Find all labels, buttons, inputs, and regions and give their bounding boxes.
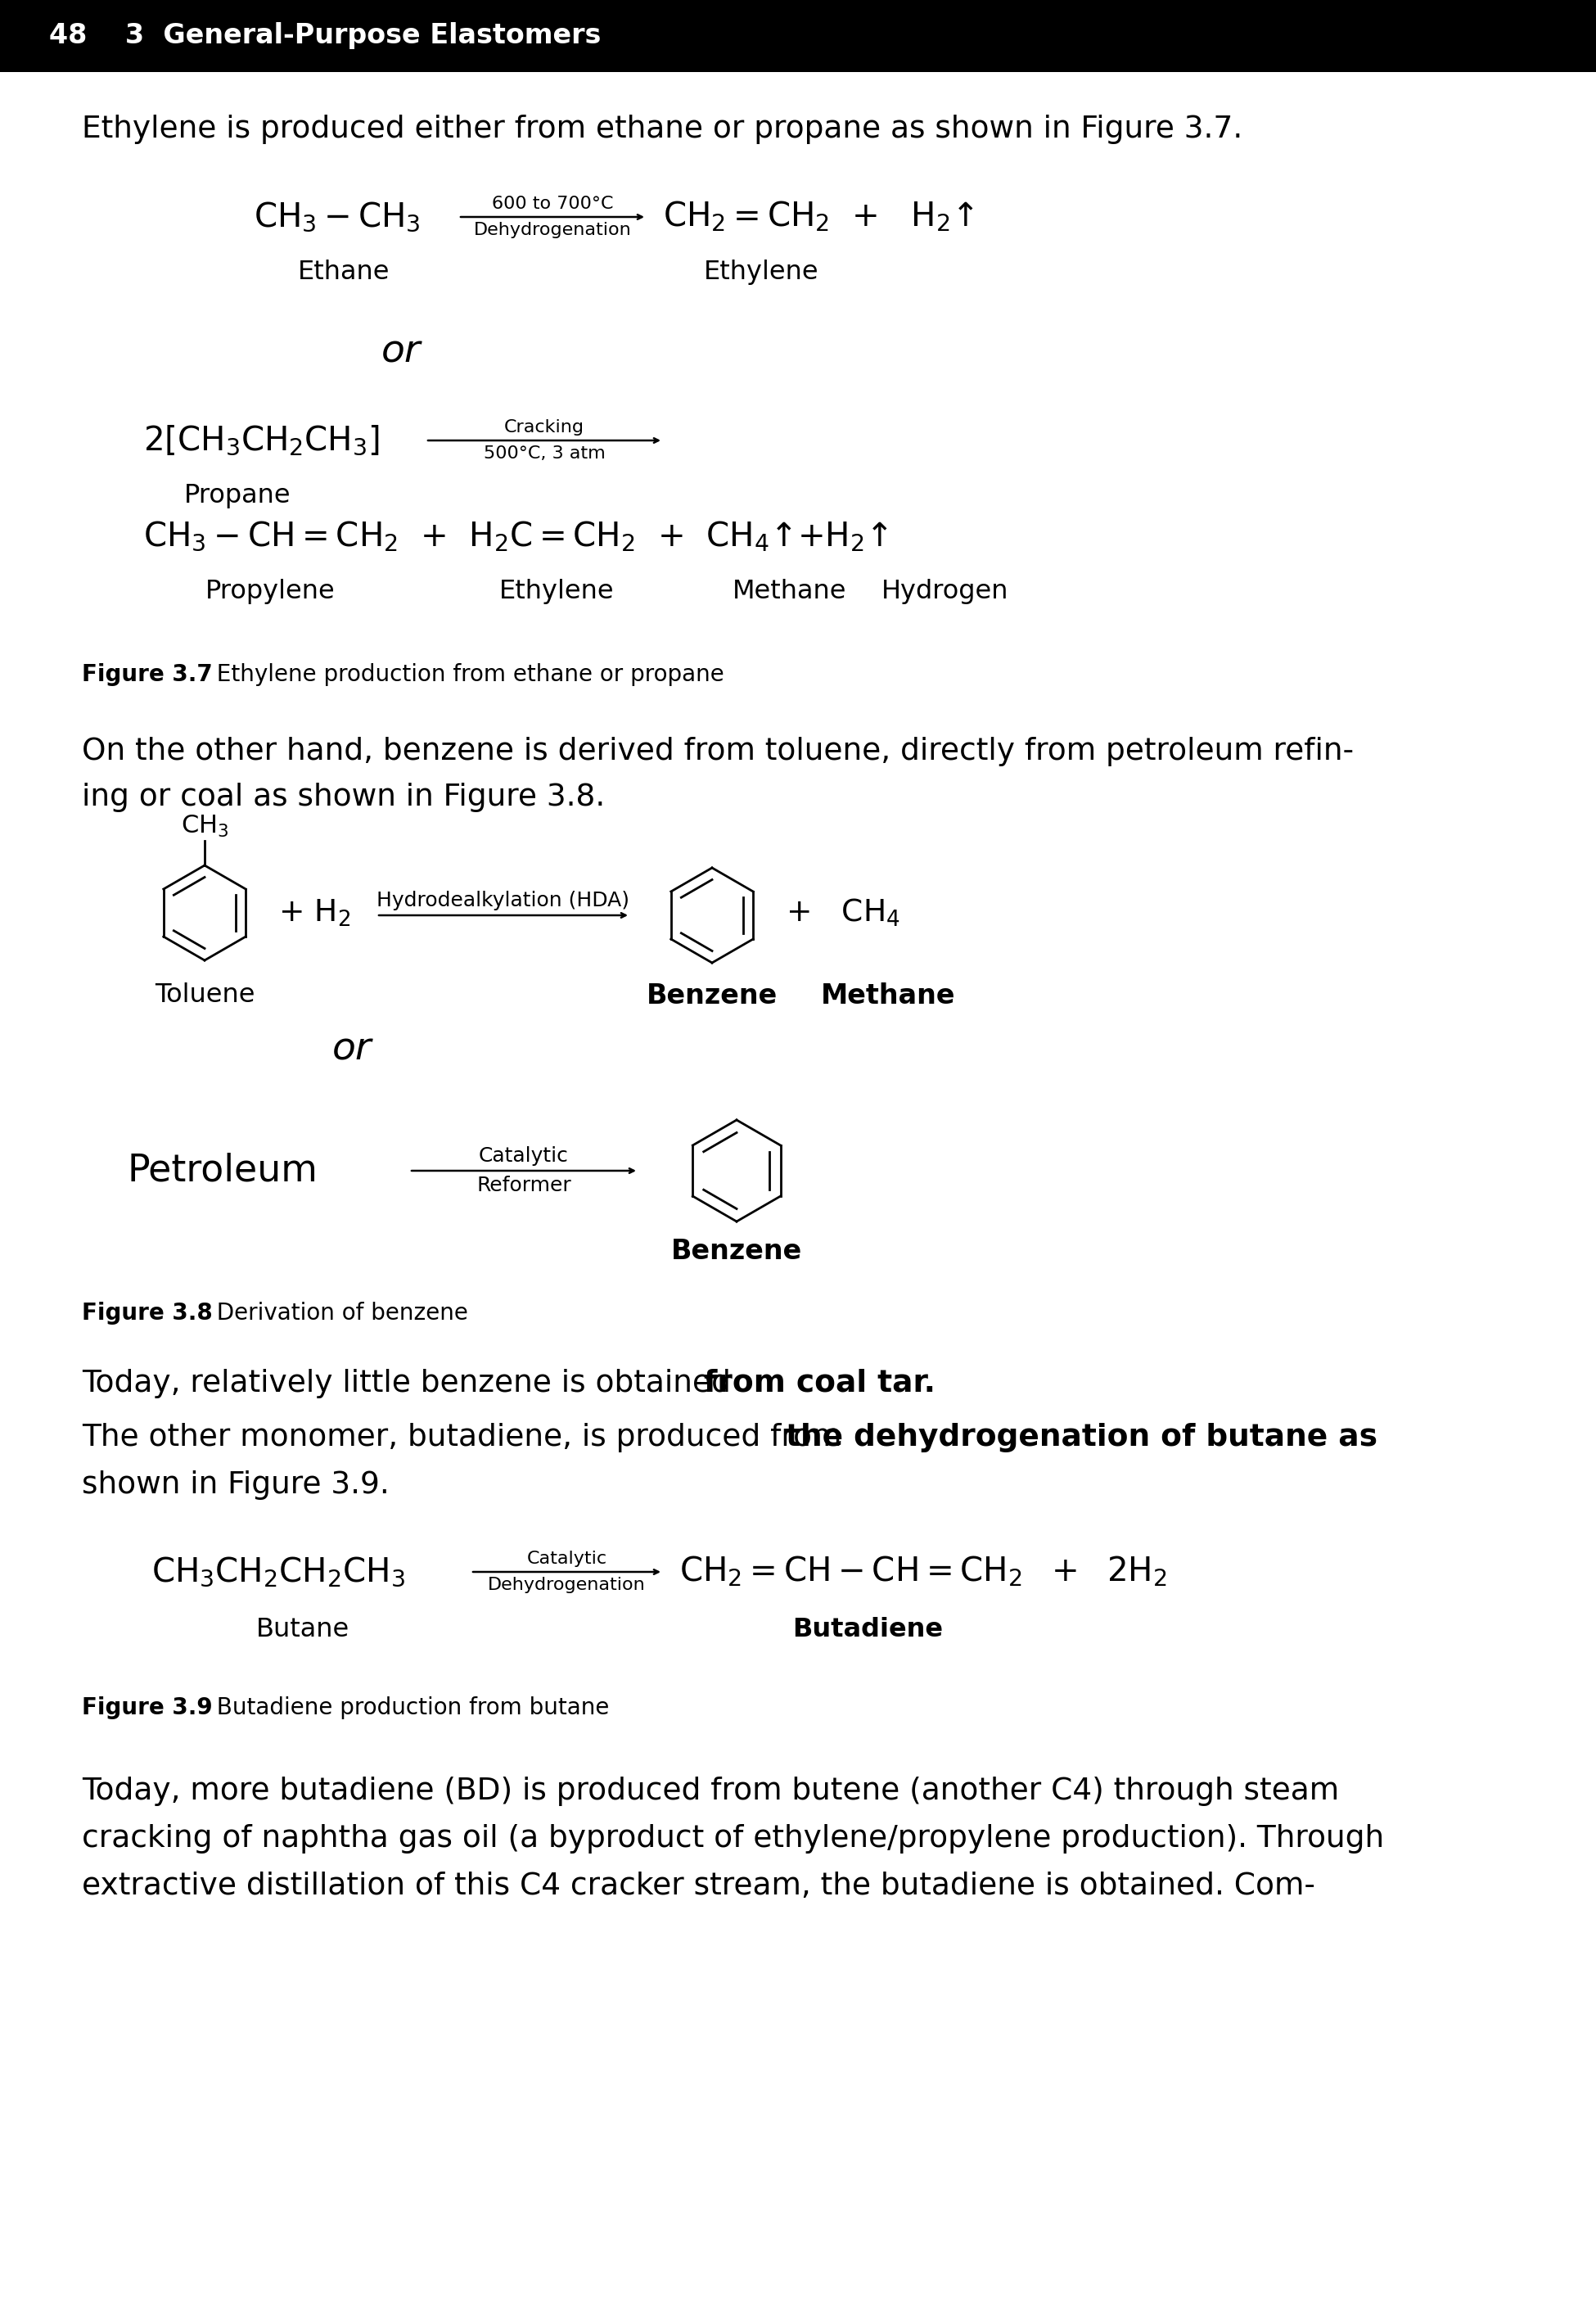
Text: $\mathregular{CH_3 - CH_3}$: $\mathregular{CH_3 - CH_3}$ [254, 200, 420, 234]
Text: On the other hand, benzene is derived from toluene, directly from petroleum refi: On the other hand, benzene is derived fr… [81, 736, 1353, 766]
Text: Ethylene is produced either from ethane or propane as shown in Figure 3.7.: Ethylene is produced either from ethane … [81, 114, 1243, 144]
Text: Catalytic: Catalytic [479, 1147, 568, 1165]
Text: Butadiene production from butane: Butadiene production from butane [203, 1697, 610, 1720]
Text: Ethane: Ethane [298, 260, 389, 285]
Text: the dehydrogenation of butane as: the dehydrogenation of butane as [785, 1423, 1377, 1453]
Text: ing or coal as shown in Figure 3.8.: ing or coal as shown in Figure 3.8. [81, 782, 605, 812]
Text: Benzene: Benzene [670, 1237, 803, 1265]
Text: Reformer: Reformer [477, 1177, 571, 1195]
Text: Figure 3.7: Figure 3.7 [81, 664, 212, 687]
Text: $\mathregular{CH_2 = CH - CH = CH_2\ \ +\ \ 2H_2}$: $\mathregular{CH_2 = CH - CH = CH_2\ \ +… [680, 1555, 1167, 1590]
Text: Hydrodealkylation (HDA): Hydrodealkylation (HDA) [377, 891, 630, 910]
Text: Petroleum: Petroleum [126, 1151, 318, 1188]
Text: Methane: Methane [820, 982, 956, 1010]
Text: shown in Figure 3.9.: shown in Figure 3.9. [81, 1472, 389, 1499]
Text: $\mathregular{CH_3CH_2CH_2CH_3}$: $\mathregular{CH_3CH_2CH_2CH_3}$ [152, 1555, 405, 1588]
Text: or: or [381, 334, 421, 371]
Text: Catalytic: Catalytic [527, 1550, 606, 1567]
Text: 48    3  General-Purpose Elastomers: 48 3 General-Purpose Elastomers [49, 23, 602, 49]
Text: $\mathregular{CH_3}$: $\mathregular{CH_3}$ [180, 815, 228, 840]
Text: Derivation of benzene: Derivation of benzene [203, 1302, 468, 1325]
Text: Toluene: Toluene [155, 982, 255, 1007]
Text: Ethylene production from ethane or propane: Ethylene production from ethane or propa… [203, 664, 725, 687]
Text: Today, more butadiene (BD) is produced from butene (another C4) through steam: Today, more butadiene (BD) is produced f… [81, 1776, 1339, 1806]
Text: Hydrogen: Hydrogen [881, 578, 1009, 603]
Text: Ethylene: Ethylene [500, 578, 614, 603]
Text: Cracking: Cracking [504, 420, 584, 436]
Text: $\mathregular{CH_2 = CH_2}$  +   $\mathregular{H_2}$↑: $\mathregular{CH_2 = CH_2}$ + $\mathregu… [662, 200, 974, 234]
Text: or: or [332, 1031, 372, 1068]
Text: $\mathregular{+\ \ \ CH_4}$: $\mathregular{+\ \ \ CH_4}$ [785, 898, 900, 928]
Text: Propylene: Propylene [206, 578, 335, 603]
Text: from coal tar.: from coal tar. [704, 1369, 935, 1397]
Text: The other monomer, butadiene, is produced from: The other monomer, butadiene, is produce… [81, 1423, 851, 1453]
Text: Benzene: Benzene [646, 982, 777, 1010]
Text: Butadiene: Butadiene [792, 1618, 943, 1643]
Text: 500°C, 3 atm: 500°C, 3 atm [484, 446, 605, 462]
Text: $\mathregular{2[CH_3CH_2CH_3]}$: $\mathregular{2[CH_3CH_2CH_3]}$ [144, 425, 380, 457]
Text: Butane: Butane [255, 1618, 350, 1643]
Text: Ethylene: Ethylene [704, 260, 819, 285]
Text: $\mathregular{CH_3 - CH = CH_2}$  +  $\mathregular{H_2C = CH_2}$  +  $\mathregul: $\mathregular{CH_3 - CH = CH_2}$ + $\mat… [144, 520, 887, 552]
Text: Figure 3.9: Figure 3.9 [81, 1697, 212, 1720]
Text: cracking of naphtha gas oil (a byproduct of ethylene/propylene production). Thro: cracking of naphtha gas oil (a byproduct… [81, 1824, 1384, 1854]
Text: Methane: Methane [733, 578, 847, 603]
Text: Dehydrogenation: Dehydrogenation [474, 223, 632, 239]
Text: Dehydrogenation: Dehydrogenation [488, 1576, 646, 1592]
Text: Today, relatively little benzene is obtained: Today, relatively little benzene is obta… [81, 1369, 741, 1397]
Text: Figure 3.8: Figure 3.8 [81, 1302, 212, 1325]
Text: extractive distillation of this C4 cracker stream, the butadiene is obtained. Co: extractive distillation of this C4 crack… [81, 1871, 1315, 1901]
Text: 600 to 700°C: 600 to 700°C [492, 195, 613, 211]
Text: Propane: Propane [184, 483, 290, 508]
Text: $\mathregular{+\ H_2}$: $\mathregular{+\ H_2}$ [278, 898, 351, 928]
Bar [0, 0, 1596, 72]
